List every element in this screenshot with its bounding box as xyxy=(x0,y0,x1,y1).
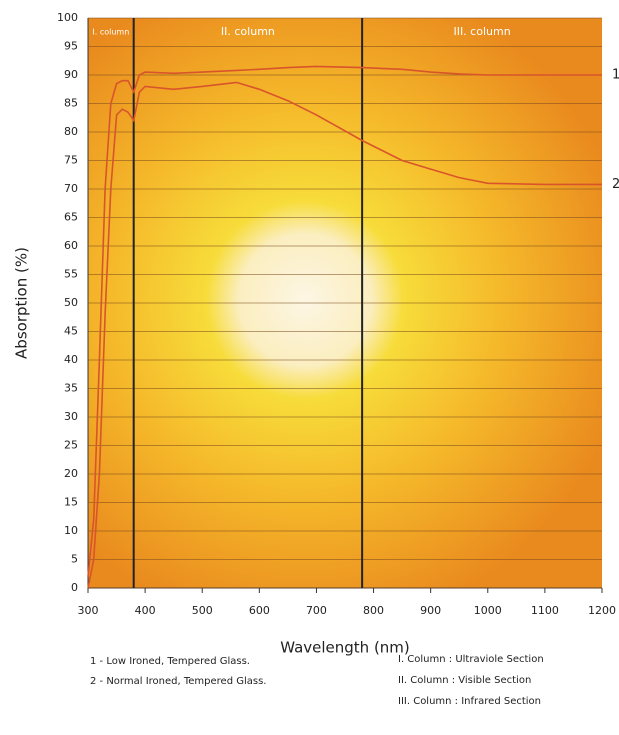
y-tick-label: 15 xyxy=(64,496,78,509)
x-tick-label: 700 xyxy=(306,604,327,617)
x-tick-label: 600 xyxy=(249,604,270,617)
y-tick-label: 0 xyxy=(71,581,78,594)
column-label: I. column xyxy=(92,28,129,37)
x-tick-label: 1000 xyxy=(474,604,502,617)
series-end-label: 2 xyxy=(612,177,619,192)
series-note: 2 - Normal Ironed, Tempered Glass. xyxy=(90,676,266,687)
y-tick-label: 35 xyxy=(64,382,78,395)
series-note: 1 - Low Ironed, Tempered Glass. xyxy=(90,656,250,667)
y-tick-label: 55 xyxy=(64,268,78,281)
column-note: III. Column : Infrared Section xyxy=(398,696,541,707)
x-tick-label: 500 xyxy=(192,604,213,617)
series-line xyxy=(87,65,602,577)
column-label: III. column xyxy=(453,25,510,38)
y-tick-label: 90 xyxy=(64,68,78,81)
y-tick-label: 70 xyxy=(64,182,78,195)
series-line xyxy=(87,81,602,589)
y-tick-label: 85 xyxy=(64,97,78,110)
y-axis-label: Absorption (%) xyxy=(13,247,31,359)
y-tick-label: 80 xyxy=(64,125,78,138)
y-tick-label: 5 xyxy=(71,553,78,566)
y-tick-label: 20 xyxy=(64,467,78,480)
y-tick-label: 100 xyxy=(57,11,78,24)
y-tick-label: 25 xyxy=(64,439,78,452)
y-tick-label: 95 xyxy=(64,40,78,53)
y-tick-label: 65 xyxy=(64,211,78,224)
y-tick-label: 45 xyxy=(64,325,78,338)
x-tick-label: 800 xyxy=(363,604,384,617)
x-tick-label: 1200 xyxy=(588,604,616,617)
y-tick-label: 30 xyxy=(64,410,78,423)
y-tick-label: 10 xyxy=(64,524,78,537)
series-end-label: 1 xyxy=(612,68,619,83)
column-label: II. column xyxy=(221,25,275,38)
x-tick-label: 1100 xyxy=(531,604,559,617)
x-tick-label: 300 xyxy=(78,604,99,617)
y-tick-label: 60 xyxy=(64,239,78,252)
column-note: I. Column : Ultraviole Section xyxy=(398,654,544,665)
x-tick-label: 900 xyxy=(420,604,441,617)
column-note: II. Column : Visible Section xyxy=(398,675,531,686)
x-axis-label: Wavelength (nm) xyxy=(280,639,410,657)
y-tick-label: 40 xyxy=(64,353,78,366)
y-tick-label: 75 xyxy=(64,154,78,167)
y-tick-label: 50 xyxy=(64,296,78,309)
x-tick-label: 400 xyxy=(135,604,156,617)
